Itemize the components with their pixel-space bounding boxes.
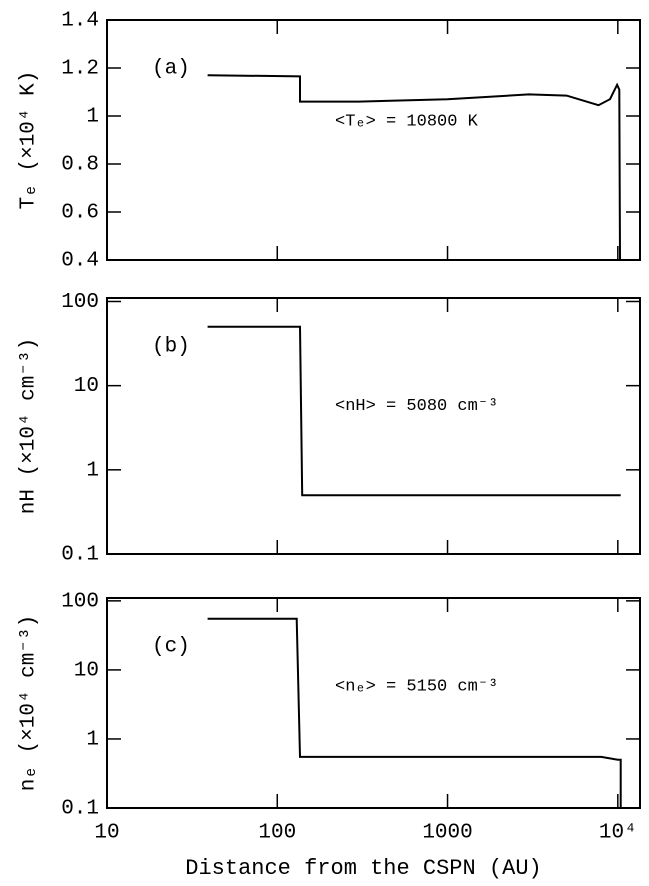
- y-tick-label: 0.6: [61, 202, 99, 225]
- data-line: [207, 325, 621, 497]
- x-tick-label: 100: [258, 822, 296, 845]
- annotation: <nₑ> = 5150 cm⁻³: [335, 678, 498, 697]
- y-tick-label: 10: [74, 659, 99, 682]
- y-tick-label: 0.4: [61, 250, 99, 273]
- plot-frame: [106, 19, 641, 261]
- y-axis-label: nH (×10⁴ cm⁻³): [18, 338, 41, 514]
- y-tick-label: 10: [74, 375, 99, 398]
- y-tick-label: 1.2: [61, 58, 99, 81]
- y-axis-label: nₑ (×10⁴ cm⁻³): [18, 615, 41, 791]
- x-tick-label: 10⁴: [599, 822, 637, 845]
- y-tick-label: 1: [86, 106, 99, 129]
- annotation: <Tₑ> = 10800 K: [335, 112, 479, 131]
- y-tick-label: 1.4: [61, 10, 99, 33]
- annotation: <nH> = 5080 cm⁻³: [335, 397, 498, 416]
- data-line: [207, 617, 622, 808]
- data-line: [207, 74, 621, 261]
- y-axis-label: Tₑ (×10⁴ K): [18, 71, 41, 210]
- y-tick-label: 1: [86, 728, 99, 751]
- x-tick-label: 10: [94, 822, 119, 845]
- panel-label: (b): [152, 336, 190, 359]
- y-tick-label: 100: [61, 291, 99, 314]
- panel-label: (c): [152, 636, 190, 659]
- panel-label: (a): [152, 58, 190, 81]
- x-tick-label: 1000: [422, 822, 472, 845]
- y-tick-label: 100: [61, 590, 99, 613]
- plot-frame: [106, 597, 641, 809]
- x-axis-label: Distance from the CSPN (AU): [185, 856, 541, 881]
- plot-frame: [106, 297, 641, 555]
- y-tick-label: 0.1: [61, 798, 99, 821]
- y-tick-label: 0.8: [61, 154, 99, 177]
- y-tick-label: 0.1: [61, 544, 99, 567]
- y-tick-label: 1: [86, 459, 99, 482]
